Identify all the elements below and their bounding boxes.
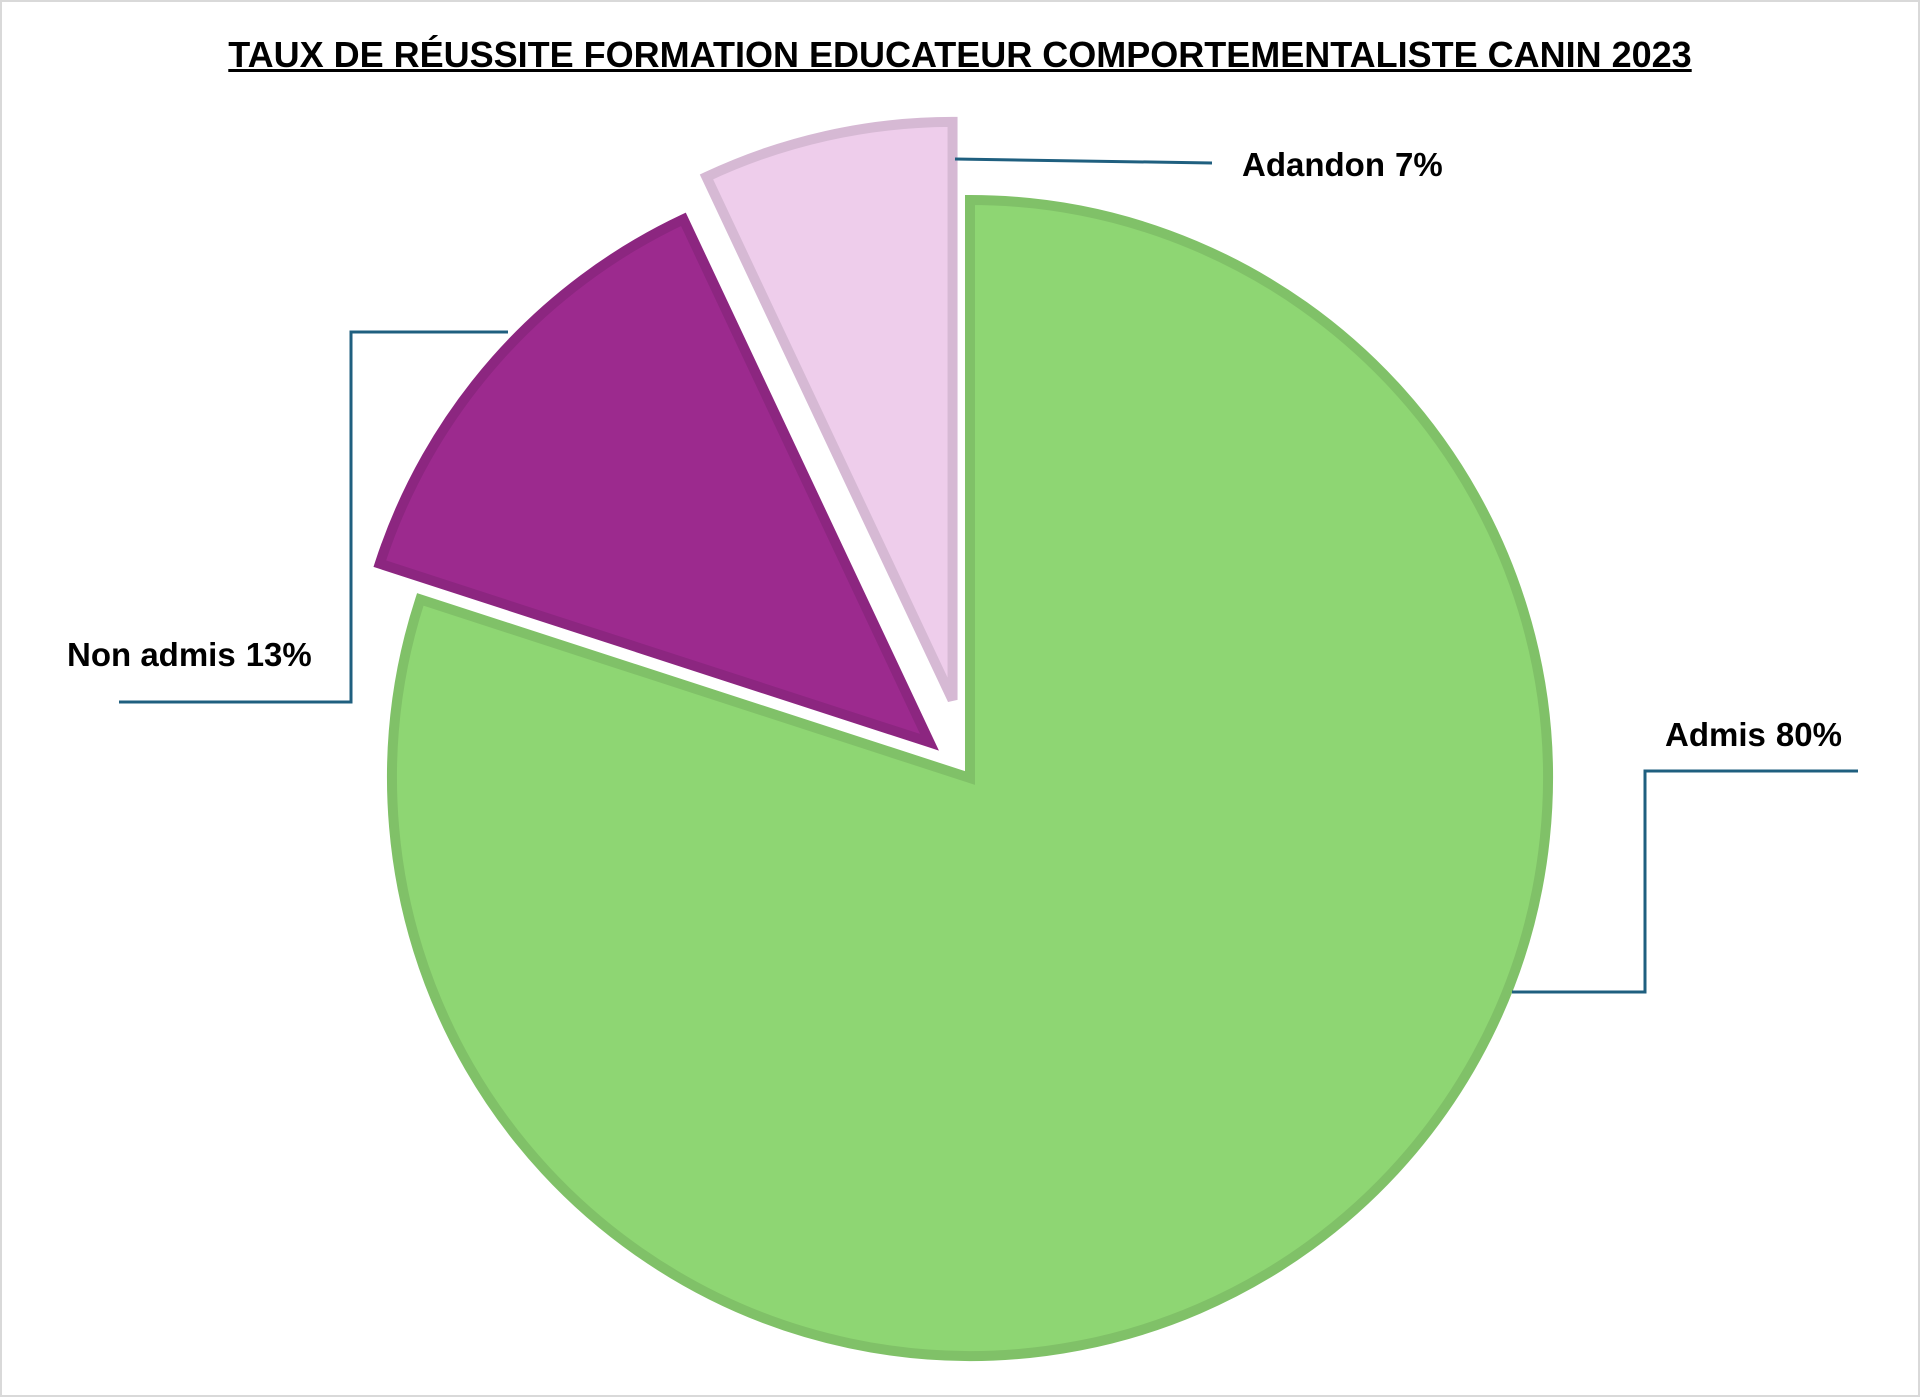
chart-title: TAUX DE RÉUSSITE FORMATION EDUCATEUR COM… [228,34,1692,75]
pie-slice [387,194,1553,1361]
value-label: 13% [246,636,312,673]
data-label: Adandon 7% [1242,146,1443,183]
leader-line [119,330,508,704]
leader-line [954,157,1213,165]
data-label: Admis 80% [1665,716,1842,753]
value-label: 7% [1395,146,1443,183]
data-label: Non admis 13% [67,636,312,673]
pie-slice [373,212,939,751]
value-label: 80% [1776,716,1842,753]
category-label: Adandon [1242,146,1385,183]
pie-slice [699,116,958,703]
category-label: Admis [1665,716,1766,753]
leader-line [1512,769,1858,994]
category-label: Non admis [67,636,236,673]
